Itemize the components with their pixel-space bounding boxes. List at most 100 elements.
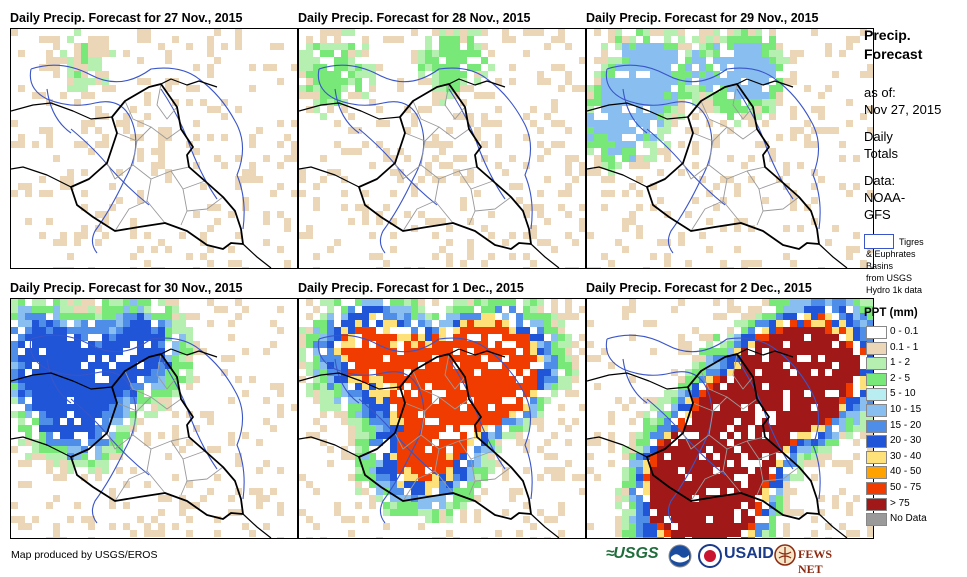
basin-outline-swatch	[864, 234, 894, 249]
ppt-class-label: 50 - 75	[890, 482, 922, 493]
precip-raster	[11, 29, 297, 268]
asof-date: Nov 27, 2015	[864, 102, 942, 117]
map-svg	[587, 299, 873, 538]
ppt-class-item: 0.1 - 1	[864, 340, 964, 356]
country-boundaries	[299, 78, 560, 268]
map-svg	[299, 299, 585, 538]
panel-title: Daily Precip. Forecast for 29 Nov., 2015	[586, 11, 819, 25]
ppt-class-label: 40 - 50	[890, 466, 922, 478]
precip-raster	[587, 29, 873, 268]
ppt-class-item: 20 - 30	[864, 433, 964, 449]
precip-map	[10, 28, 298, 269]
usaid-logo: USAID	[724, 545, 774, 562]
ppt-class-label: 2 - 5	[890, 372, 911, 384]
usaid-emblem	[698, 544, 722, 573]
forecast-panel-1: Daily Precip. Forecast for 27 Nov., 2015	[10, 8, 298, 271]
ppt-class-label: 30 - 40	[890, 450, 922, 462]
ppt-class-label: 0.1 - 1	[890, 341, 919, 353]
data-line2: GFS	[864, 207, 891, 222]
map-svg	[11, 29, 297, 268]
ppt-class-item: 2 - 5	[864, 371, 964, 387]
data-line1: NOAA-	[864, 190, 906, 205]
ppt-class-swatch	[866, 326, 887, 339]
ppt-class-item: 40 - 50	[864, 464, 964, 480]
basin-line5: Hydro 1k data	[866, 285, 923, 295]
precip-map	[298, 298, 586, 539]
country-boundaries	[299, 348, 560, 538]
ppt-class-item: 5 - 10	[864, 386, 964, 402]
forecast-panel-4: Daily Precip. Forecast for 30 Nov., 2015	[10, 278, 298, 541]
ppt-class-swatch	[866, 482, 887, 495]
precip-map	[10, 298, 298, 539]
country-boundaries	[587, 78, 848, 268]
province-boundaries	[106, 83, 224, 232]
basin-line1: Tigres	[899, 237, 924, 247]
legend: Precip. Forecast as of: Nov 27, 2015 Dai…	[862, 0, 967, 545]
ppt-class-item: 10 - 15	[864, 402, 964, 418]
fewsnet-emblem	[774, 544, 796, 571]
ppt-class-swatch	[866, 419, 887, 433]
ppt-class-item: 50 - 75	[864, 480, 964, 496]
basin-line4: from USGS	[866, 273, 913, 283]
panel-title: Daily Precip. Forecast for 1 Dec., 2015	[298, 281, 524, 295]
precip-map	[298, 28, 586, 269]
ppt-class-label: No Data	[890, 513, 927, 525]
usgs-logo-text: USGS	[613, 545, 659, 562]
legend-title-line1: Precip.	[864, 27, 911, 43]
province-boundaries	[394, 353, 512, 502]
province-boundaries	[682, 83, 800, 232]
ppt-class-item: 1 - 2	[864, 355, 964, 371]
map-svg	[299, 29, 585, 268]
legend-title: Precip. Forecast	[864, 26, 964, 64]
ppt-class-swatch	[866, 497, 887, 511]
basin-line3: Basins	[866, 261, 894, 271]
logo-strip: ≈USGS USAID FEWS NET	[606, 541, 856, 576]
precip-map	[586, 298, 874, 539]
country-boundaries	[11, 348, 272, 538]
legend-title-line2: Forecast	[864, 46, 923, 62]
ppt-title: PPT (mm)	[864, 307, 918, 319]
totals-line1: Daily	[864, 129, 893, 144]
ppt-class-swatch	[866, 513, 887, 527]
ppt-class-label: 15 - 20	[890, 419, 922, 431]
ppt-class-item: 15 - 20	[864, 418, 964, 434]
ppt-class-swatch	[866, 435, 887, 449]
asof-label: as of:	[864, 85, 896, 100]
ppt-class-swatch	[866, 341, 887, 355]
country-boundaries	[11, 78, 272, 268]
ppt-class-item: > 75	[864, 496, 964, 512]
map-svg	[587, 29, 873, 268]
ppt-class-swatch	[866, 450, 887, 464]
panel-title: Daily Precip. Forecast for 28 Nov., 2015	[298, 11, 531, 25]
map-svg	[11, 299, 297, 538]
ppt-class-swatch	[866, 372, 887, 386]
panel-title: Daily Precip. Forecast for 2 Dec., 2015	[586, 281, 812, 295]
ppt-class-label: > 75	[890, 497, 910, 509]
ppt-class-label: 1 - 2	[890, 357, 911, 369]
province-boundaries	[106, 353, 224, 502]
noaa-logo	[668, 544, 692, 573]
basin-line2: & Euphrates	[866, 249, 916, 259]
credit-text: Map produced by USGS/EROS	[11, 549, 158, 561]
ppt-class-swatch	[866, 388, 887, 402]
country-boundaries	[587, 348, 848, 538]
precip-raster	[299, 29, 585, 268]
ppt-class-swatch	[866, 466, 887, 480]
province-boundaries	[682, 353, 800, 502]
province-boundaries	[394, 83, 512, 232]
ppt-class-label: 20 - 30	[890, 435, 922, 447]
ppt-class-label: 5 - 10	[890, 388, 916, 400]
fewsnet-logo: FEWS NET	[798, 547, 833, 576]
data-label: Data:	[864, 173, 896, 188]
basin-outline	[29, 64, 245, 254]
forecast-panel-3: Daily Precip. Forecast for 29 Nov., 2015	[586, 8, 874, 271]
ppt-class-label: 0 - 0.1	[890, 326, 919, 337]
ppt-class-swatch	[866, 404, 887, 417]
panel-title: Daily Precip. Forecast for 27 Nov., 2015	[10, 11, 243, 25]
ppt-class-item: No Data	[864, 511, 964, 527]
usgs-logo: ≈USGS	[606, 545, 659, 562]
ppt-class-item: 0 - 0.1	[864, 324, 964, 340]
basin-outline	[317, 334, 533, 524]
forecast-panel-6: Daily Precip. Forecast for 2 Dec., 2015	[586, 278, 874, 541]
precip-map	[586, 28, 874, 269]
